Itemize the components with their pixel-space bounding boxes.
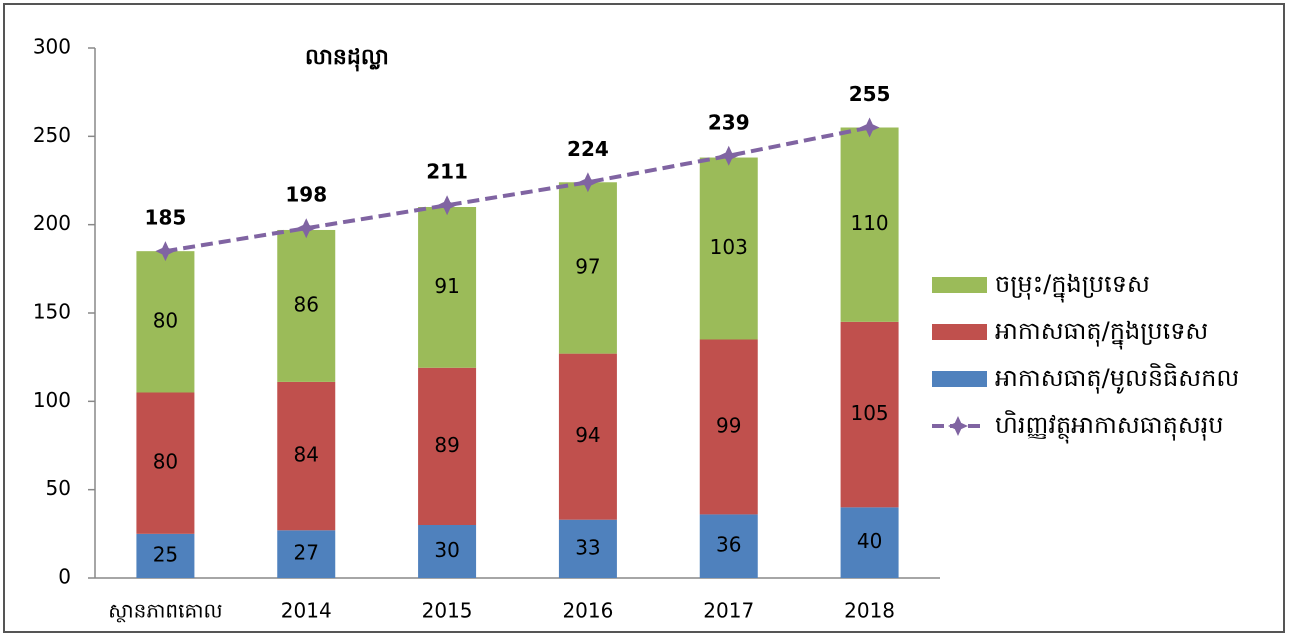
bar xyxy=(558,182,617,354)
legend-label: អាកាសធាតុ/ក្នុងប្រទេស xyxy=(995,317,1208,350)
data-label: 80 xyxy=(153,308,178,332)
bar xyxy=(558,353,617,520)
data-label: 103 xyxy=(710,235,748,259)
data-label: 40 xyxy=(857,529,882,553)
y-tick-label: 150 xyxy=(33,300,71,324)
y-tick-label: 250 xyxy=(33,123,71,147)
data-label: 80 xyxy=(153,450,178,474)
bar xyxy=(136,392,195,534)
bar xyxy=(418,367,477,525)
line-marker xyxy=(437,195,458,216)
y-tick-label: 300 xyxy=(33,35,71,59)
bar xyxy=(840,127,899,322)
line-marker xyxy=(296,218,317,239)
data-label: 25 xyxy=(153,542,178,566)
data-label: 185 xyxy=(145,206,187,230)
x-tick-label: ស្ថានភាពគោល xyxy=(108,599,222,623)
bar xyxy=(277,229,336,382)
x-tick-label: 2018 xyxy=(844,599,895,623)
y-tick-label: 0 xyxy=(58,565,71,589)
data-label: 255 xyxy=(849,82,891,106)
y-tick-label: 50 xyxy=(46,476,71,500)
data-label: 99 xyxy=(716,413,741,437)
data-label: 198 xyxy=(285,183,327,207)
bar xyxy=(840,321,899,508)
legend-swatch xyxy=(932,324,987,340)
x-tick-label: 2016 xyxy=(562,599,613,623)
bar xyxy=(840,507,899,578)
y-tick-label: 100 xyxy=(33,388,71,412)
bar xyxy=(277,530,336,578)
legend-label: ចម្រុះ/ក្នុងប្រទេស xyxy=(995,270,1150,303)
bar xyxy=(418,525,477,578)
data-label: 86 xyxy=(294,292,319,316)
x-tick-label: 2017 xyxy=(703,599,754,623)
chart-title: លានដុល្លា xyxy=(305,45,389,72)
legend-swatch xyxy=(948,416,968,436)
chart-frame xyxy=(3,3,1285,633)
data-label: 36 xyxy=(716,533,741,557)
data-label: 110 xyxy=(850,211,888,235)
legend-label: ហិរញ្ញវត្ថុអាកាសធាតុសរុប xyxy=(995,410,1224,444)
y-tick-label: 200 xyxy=(33,211,71,235)
line xyxy=(165,125,870,254)
bar xyxy=(277,381,336,531)
data-label: 27 xyxy=(294,541,319,565)
x-tick-label: 2015 xyxy=(422,599,473,623)
data-label: 30 xyxy=(434,538,459,562)
data-label: 105 xyxy=(850,401,888,425)
bar xyxy=(136,251,195,393)
line-marker xyxy=(859,117,880,138)
data-label: 91 xyxy=(434,274,459,298)
legend-swatch xyxy=(932,277,987,293)
line-marker xyxy=(718,145,739,166)
bar xyxy=(558,519,617,578)
line-marker xyxy=(577,172,598,193)
bar xyxy=(136,533,195,578)
legend-swatch xyxy=(932,371,987,387)
data-label: 239 xyxy=(708,110,750,134)
data-label: 224 xyxy=(567,137,609,161)
bar xyxy=(699,339,758,515)
data-label: 211 xyxy=(426,160,468,184)
bar xyxy=(418,207,477,368)
x-tick-label: 2014 xyxy=(281,599,332,623)
legend-label: អាកាសធាតុ/មូលនិធិសកល xyxy=(995,363,1239,394)
bar xyxy=(699,514,758,578)
bar xyxy=(699,157,758,340)
data-label: 33 xyxy=(575,535,600,559)
line-marker xyxy=(155,241,176,262)
data-label: 89 xyxy=(434,433,459,457)
data-label: 84 xyxy=(294,443,319,467)
data-label: 97 xyxy=(575,254,600,278)
data-label: 94 xyxy=(575,423,600,447)
